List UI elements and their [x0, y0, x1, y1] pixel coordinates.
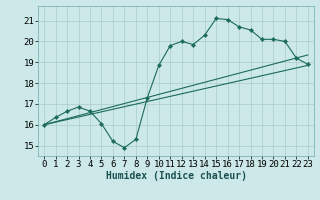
X-axis label: Humidex (Indice chaleur): Humidex (Indice chaleur) [106, 171, 246, 181]
